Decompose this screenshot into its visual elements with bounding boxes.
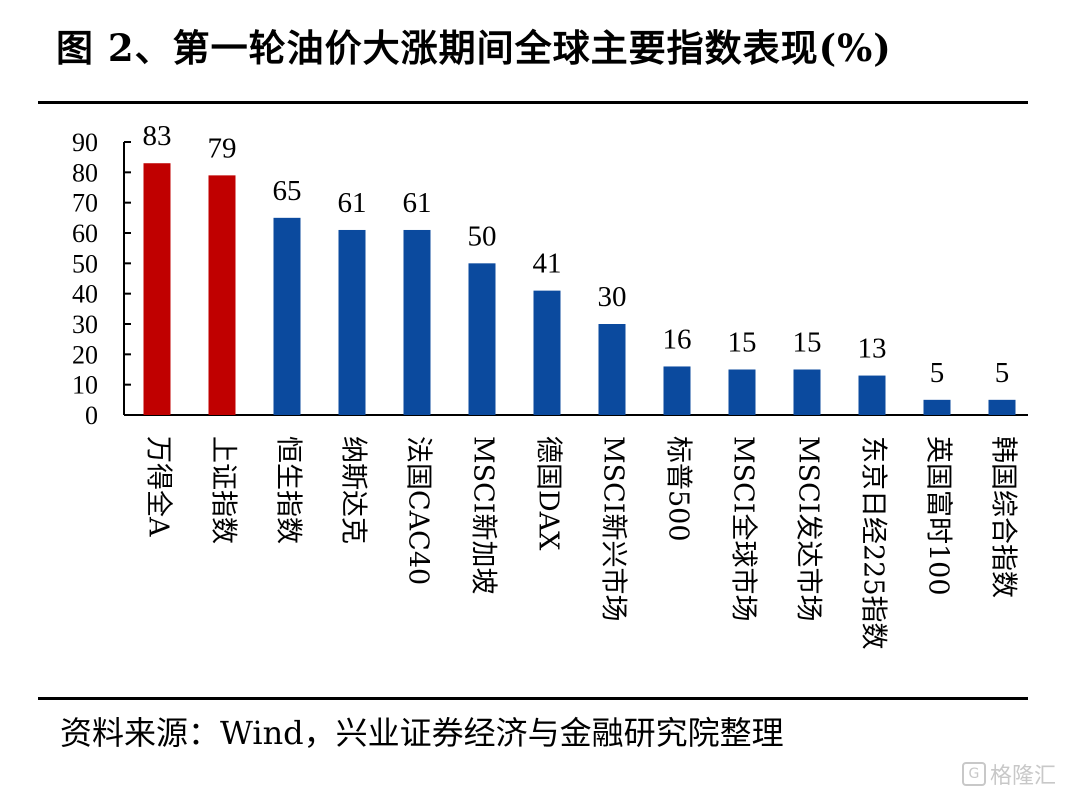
data-label: 50 bbox=[468, 220, 497, 252]
data-label: 15 bbox=[728, 327, 757, 359]
x-category-label: 韩国综合指数 bbox=[988, 436, 1019, 598]
x-category-label: 纳斯达克 bbox=[338, 436, 369, 544]
x-category-label: MSCI发达市场 bbox=[793, 436, 824, 621]
x-category-label: MSCI新加坡 bbox=[468, 436, 499, 594]
y-tick-label: 20 bbox=[72, 340, 98, 369]
y-tick-label: 80 bbox=[72, 158, 98, 187]
x-category-label: 德国DAX bbox=[533, 436, 564, 551]
y-tick-label: 10 bbox=[72, 371, 98, 400]
bar bbox=[143, 163, 171, 415]
bar bbox=[663, 366, 691, 415]
data-label: 61 bbox=[338, 187, 367, 219]
y-tick-label: 50 bbox=[72, 249, 98, 278]
data-label: 15 bbox=[793, 327, 822, 359]
data-label: 5 bbox=[995, 357, 1010, 389]
bar bbox=[988, 399, 1016, 415]
watermark-text: 格隆汇 bbox=[989, 764, 1056, 789]
bar bbox=[273, 217, 301, 415]
watermark: G 格隆汇 bbox=[961, 758, 1056, 790]
bar bbox=[598, 324, 626, 415]
data-label: 13 bbox=[858, 333, 887, 365]
x-category-label: 英国富时100 bbox=[923, 436, 954, 596]
bar bbox=[923, 399, 951, 415]
bar bbox=[338, 229, 366, 415]
data-label: 79 bbox=[208, 132, 237, 164]
bottom-rule bbox=[38, 697, 1028, 700]
data-label: 65 bbox=[273, 175, 302, 207]
x-category-label: 万得全A bbox=[143, 436, 174, 537]
x-category-label: 恒生指数 bbox=[273, 436, 304, 544]
data-label: 41 bbox=[533, 248, 562, 280]
y-tick-label: 70 bbox=[72, 189, 98, 218]
x-category-label: 东京日经225指数 bbox=[858, 436, 889, 650]
bar bbox=[468, 263, 496, 415]
x-category-label: MSCI新兴市场 bbox=[598, 436, 629, 621]
x-category-label: MSCI全球市场 bbox=[728, 436, 759, 621]
chart-labels: 83 万得全A 79 上证指数 65 恒生指数 61 纳斯达克 61 法国CAC40 50 MSCI新… bbox=[143, 120, 1019, 649]
bar bbox=[533, 290, 561, 415]
x-category-label: 上证指数 bbox=[208, 436, 239, 544]
y-tick-label: 0 bbox=[85, 401, 98, 430]
bar bbox=[858, 375, 886, 415]
data-label: 83 bbox=[143, 120, 172, 152]
data-label: 30 bbox=[598, 281, 627, 313]
y-tick-label: 40 bbox=[72, 280, 98, 309]
data-label: 61 bbox=[403, 187, 432, 219]
x-category-label: 标普500 bbox=[663, 436, 694, 542]
source-note: 资料来源：Wind，兴业证券经济与金融研究院整理 bbox=[60, 714, 784, 752]
data-label: 16 bbox=[663, 323, 692, 355]
watermark-logo-icon: G bbox=[961, 762, 986, 786]
y-tick-label: 60 bbox=[72, 219, 98, 248]
chart-title: 图 2、第一轮油价大涨期间全球主要指数表现(%) bbox=[56, 26, 892, 70]
bar bbox=[728, 369, 756, 415]
bar bbox=[793, 369, 821, 415]
y-tick-label: 30 bbox=[72, 310, 98, 339]
bar bbox=[208, 175, 236, 415]
x-category-label: 法国CAC40 bbox=[403, 436, 434, 585]
data-label: 5 bbox=[930, 357, 945, 389]
top-rule bbox=[38, 101, 1028, 104]
bar bbox=[403, 229, 431, 415]
chart-bars bbox=[143, 163, 1016, 415]
y-tick-label: 90 bbox=[72, 128, 98, 157]
